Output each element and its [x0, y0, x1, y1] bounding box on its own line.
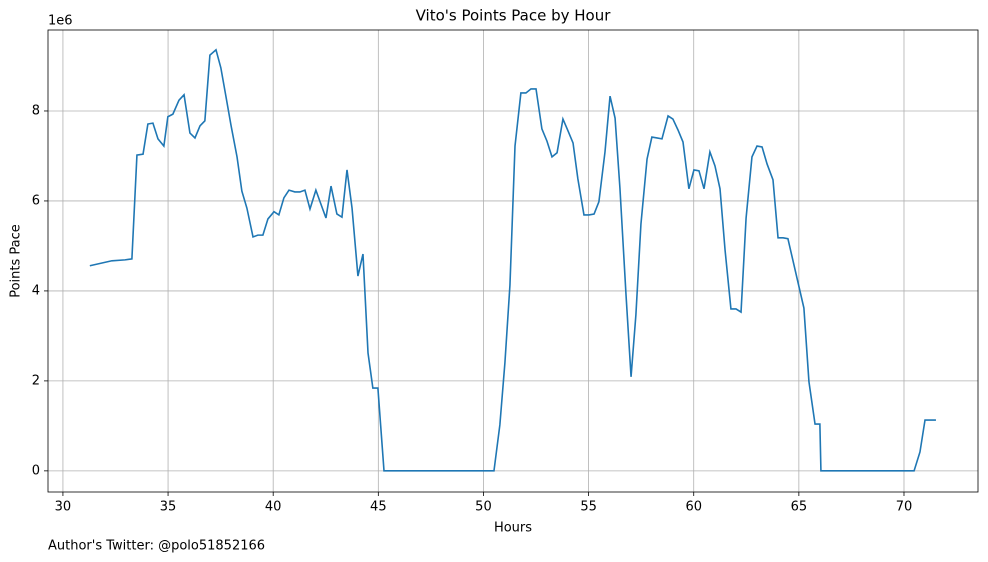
footnote: Author's Twitter: @polo51852166 [48, 539, 265, 554]
data-line [89, 48, 936, 472]
x-tick-label: 35 [160, 500, 177, 515]
y-tick-label: 0 [32, 463, 40, 478]
y-tick-label: 8 [32, 103, 40, 118]
plot-frame [47, 29, 979, 493]
x-tick-label: 60 [685, 500, 702, 515]
chart-title: Vito's Points Pace by Hour [416, 7, 612, 25]
x-tick-label: 45 [370, 500, 387, 515]
x-tick-label: 30 [55, 500, 72, 515]
x-tick-label: 40 [265, 500, 282, 515]
y-tick-label: 6 [32, 193, 40, 208]
y-axis-label: Points Pace [9, 224, 24, 298]
y-tick-label: 4 [32, 283, 40, 298]
x-tick-label: 55 [580, 500, 597, 515]
y-offset-label: 1e6 [48, 14, 73, 29]
x-tick-label: 70 [896, 500, 913, 515]
x-tick-label: 65 [791, 500, 808, 515]
x-axis-label: Hours [494, 521, 532, 536]
y-tick-label: 2 [32, 373, 40, 388]
x-tick-label: 50 [475, 500, 492, 515]
